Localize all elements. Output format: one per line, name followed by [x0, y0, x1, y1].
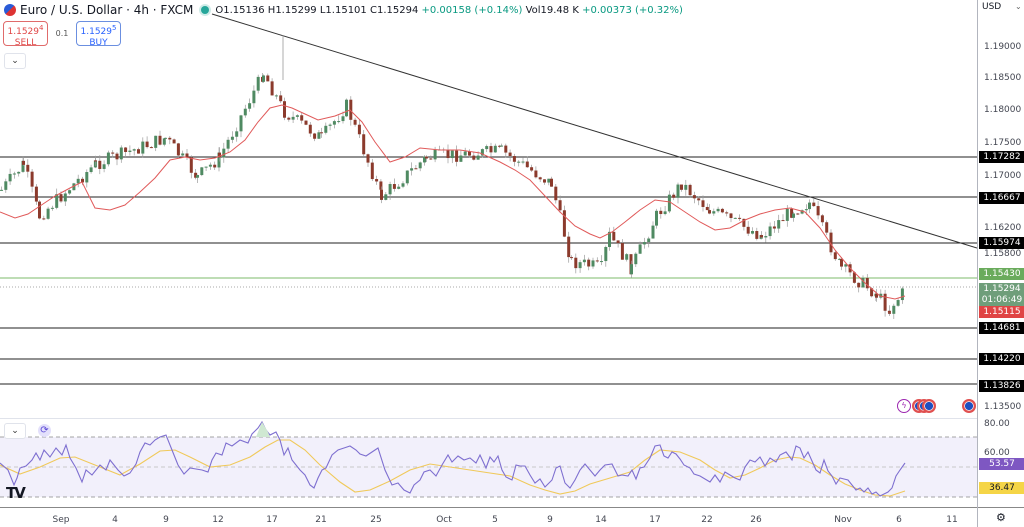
eurusd-flag-icon [4, 4, 16, 16]
time-tick: 17 [649, 515, 661, 525]
refresh-icon[interactable]: ⟳ [38, 424, 51, 437]
pane-separator[interactable] [0, 418, 977, 419]
open-value: O1.15136 [215, 4, 265, 16]
rsi-overbought-fill [256, 422, 270, 437]
level-label: 1.16667 [979, 192, 1024, 204]
settings-icon[interactable]: ⚙ [996, 511, 1006, 524]
level-label: 1.15974 [979, 237, 1024, 249]
time-tick: 21 [315, 515, 327, 525]
eu-event-icon[interactable] [962, 399, 976, 413]
level-label: 1.17282 [979, 151, 1024, 163]
rsi-band [0, 437, 977, 497]
moving-average-line [0, 104, 906, 300]
low-value: L1.15101 [319, 4, 367, 16]
candles [0, 35, 904, 319]
rsi-collapse-button[interactable]: ⌄ [4, 423, 26, 439]
time-tick: 12 [212, 515, 224, 525]
buy-button[interactable]: 1.15295 BUY [76, 21, 121, 48]
currency-label[interactable]: USD [982, 2, 1002, 12]
sell-label: SELL [14, 38, 37, 48]
time-tick: 17 [266, 515, 278, 525]
price-chart[interactable] [0, 0, 977, 507]
sell-price-sup: 4 [39, 24, 44, 32]
current-price-label: 1.15294 01:06:49 [979, 283, 1024, 307]
time-tick: Oct [436, 515, 452, 525]
spread-value: 0.1 [55, 29, 69, 38]
buy-price: 1.1529 [80, 27, 113, 37]
trade-panel: 1.15294 SELL 0.1 1.15295 BUY [3, 21, 121, 48]
time-tick: 5 [492, 515, 498, 525]
rsi-tick: 60.00 [984, 448, 1010, 458]
price-tick: 1.17500 [984, 138, 1022, 148]
time-tick: 4 [112, 515, 118, 525]
time-tick: 26 [750, 515, 762, 525]
rsi-tick: 80.00 [984, 419, 1010, 429]
volume-value: Vol19.48 K [525, 4, 579, 16]
horizontal-levels[interactable] [0, 156, 977, 385]
buy-price-sup: 5 [112, 24, 117, 32]
sell-button[interactable]: 1.15294 SELL [3, 21, 48, 48]
bar-countdown: 01:06:49 [981, 295, 1023, 305]
event-markers: ϟ [897, 398, 976, 414]
chevron-down-icon: ⌄ [11, 56, 19, 66]
price-tick: 1.17000 [984, 171, 1022, 181]
rsi-line [0, 420, 906, 497]
market-open-icon [201, 6, 210, 14]
price-axis[interactable]: USD ⌄ 1.19000 1.18500 1.18000 1.17500 1.… [977, 0, 1024, 527]
time-tick: 22 [701, 515, 713, 525]
time-axis[interactable]: Sep 4 9 12 17 21 25 Oct 5 9 14 17 22 26 … [0, 507, 977, 527]
tradingview-logo[interactable]: TV [6, 484, 26, 502]
time-tick: 11 [946, 515, 958, 525]
price-tick: 1.19000 [984, 42, 1022, 52]
rsi-value-label: 53.57 [979, 458, 1024, 470]
time-tick: 25 [370, 515, 382, 525]
level-label: 1.14681 [979, 322, 1024, 334]
price-tick: 1.16200 [984, 223, 1022, 233]
rsi-ma-value-label: 36.47 [979, 482, 1024, 494]
volume-change-value: +0.00373 (+0.32%) [582, 4, 683, 16]
change-value: +0.00158 (+0.14%) [421, 4, 523, 16]
sell-price: 1.1529 [7, 27, 40, 37]
price-tick: 1.18500 [984, 73, 1022, 83]
level-label: 1.14220 [979, 353, 1024, 365]
close-value: C1.15294 [369, 4, 419, 16]
level-label: 1.13826 [979, 380, 1024, 392]
trendline[interactable] [211, 13, 977, 249]
time-tick: 9 [163, 515, 169, 525]
time-tick: Nov [834, 515, 852, 525]
price-tick: 1.18000 [984, 105, 1022, 115]
green-level-label: 1.15430 [979, 268, 1024, 280]
collapse-legend-button[interactable]: ⌄ [4, 53, 26, 69]
time-tick: 14 [595, 515, 607, 525]
ohlc-values: O1.15136 H1.15299 L1.15101 C1.15294 +0.0… [215, 5, 683, 16]
current-price: 1.15294 [983, 284, 1021, 294]
symbol-title[interactable]: Euro / U.S. Dollar · 4h · FXCM [20, 3, 194, 17]
chevron-down-icon[interactable]: ⌄ [1015, 2, 1022, 11]
time-tick: Sep [52, 515, 70, 525]
chart-header: Euro / U.S. Dollar · 4h · FXCM O1.15136 … [4, 2, 683, 18]
buy-label: BUY [89, 38, 108, 48]
price-tick: 1.15800 [984, 249, 1022, 259]
low-label: 1.15115 [979, 306, 1024, 318]
price-tick: 1.13500 [984, 402, 1022, 412]
eu-event-icon[interactable] [922, 399, 936, 413]
chevron-down-icon: ⌄ [11, 426, 19, 436]
time-tick: 6 [896, 515, 902, 525]
time-tick: 9 [547, 515, 553, 525]
flash-event-icon[interactable]: ϟ [897, 399, 911, 413]
high-value: H1.15299 [267, 4, 317, 16]
